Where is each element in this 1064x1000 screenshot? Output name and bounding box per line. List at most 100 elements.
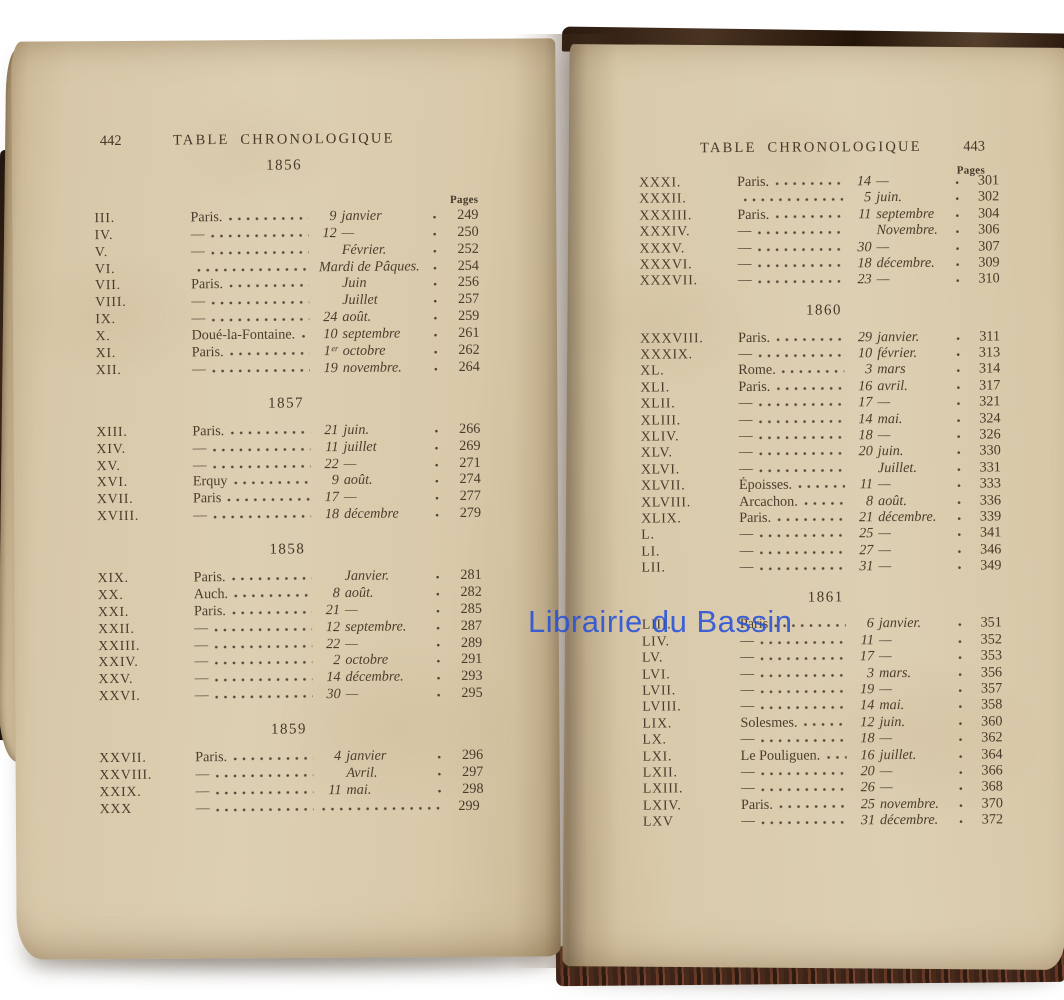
dot-leader (955, 262, 962, 267)
left-page-header: 442 TABLE CHRONOLOGIQUE (94, 130, 474, 151)
place-name: — (740, 665, 755, 682)
place-name: — (739, 559, 754, 576)
entry-date: 8 août. (847, 492, 951, 510)
entry-place: Arcachon. (729, 493, 847, 511)
date-day: 26 (860, 779, 875, 796)
place-name: — (737, 255, 752, 272)
dot-leader (214, 677, 313, 683)
entry-roman-numeral: LII. (641, 559, 666, 575)
entry-place: — (728, 255, 846, 273)
entry-date: 22— (313, 455, 429, 473)
date-month: Avril. (346, 764, 378, 781)
entry-page-number: 310 (978, 270, 1000, 287)
date-day: 12 (322, 224, 337, 241)
entry-date: 20 juin. (847, 443, 951, 461)
entry-date: 3 mars (846, 361, 950, 379)
place-name: Paris. (739, 509, 772, 526)
date-day: 17 (858, 394, 873, 411)
entry-date: 10 septembre (311, 325, 427, 343)
dot-leader (758, 435, 845, 440)
dot-leader (758, 402, 845, 408)
entry-date: 20— (849, 763, 953, 781)
entry-roman-numeral: XXIII. (98, 637, 141, 653)
entry-roman-numeral: VIII. (95, 294, 127, 310)
dot-leader (757, 279, 844, 285)
dot-leader (760, 656, 847, 662)
dot-leader (437, 788, 444, 793)
entry-roman-numeral: LVII. (642, 682, 677, 698)
entry-page-number: 277 (459, 488, 482, 505)
date-day: 8 (332, 584, 340, 601)
dot-leader (215, 773, 314, 779)
entry-page-number: 302 (977, 188, 1000, 205)
place-name: Erquy (192, 473, 228, 490)
table-row: XXXVII. —23—310 (639, 271, 1000, 290)
dot-leader (956, 401, 963, 406)
entry-roman-numeral: XXXVII. (639, 272, 698, 288)
date-month: octobre (345, 652, 389, 669)
entry-page-number: 366 (981, 762, 1003, 779)
date-month: mars (877, 361, 906, 378)
entry-date: 21 décembre. (847, 509, 951, 527)
date-day: 12 (325, 618, 341, 635)
date-month: Janvier. (344, 567, 390, 584)
entry-roman-numeral: XXV. (98, 671, 134, 687)
entry-page-number: 285 (460, 600, 482, 617)
place-name: — (738, 345, 753, 363)
place-name: — (738, 460, 754, 477)
dot-leader (758, 353, 845, 358)
entry-roman-numeral: LXV (642, 813, 674, 829)
dot-leader (212, 368, 310, 374)
entry-roman-numeral: XXXVI. (639, 256, 693, 272)
place-name: — (738, 427, 753, 444)
chronological-table-right: XXXI. Paris. 14—301 XXXII. 5 juin. 302 XXXIII. P… (639, 172, 1003, 830)
dot-leader (956, 369, 963, 374)
date-day: 19 (323, 359, 338, 377)
date-day: 17 (859, 648, 875, 665)
entry-page-number: 357 (980, 680, 1003, 697)
dot-leader (958, 786, 965, 791)
dot-leader (760, 689, 847, 694)
place-name: Le Pouliguen. (740, 747, 821, 764)
entry-roman-numeral: XXXIV. (639, 223, 691, 239)
date-month: — (345, 686, 359, 703)
place-name: — (740, 763, 755, 780)
running-title-right: TABLE CHRONOLOGIQUE (700, 138, 922, 157)
entry-place: — (730, 698, 848, 716)
place-name: — (737, 272, 752, 289)
entry-page-number: 282 (460, 583, 482, 600)
date-day: 9 (329, 207, 337, 225)
entry-roman-numeral: XXIV. (98, 654, 139, 670)
dot-leader (433, 350, 440, 355)
entry-roman-numeral: XLVIII. (641, 493, 692, 510)
date-month: décembre. (879, 811, 939, 829)
place-name: Paris. (740, 796, 773, 813)
entry-place: Paris. (729, 509, 847, 527)
date-day: 31 (859, 558, 874, 575)
date-month: mai. (346, 781, 372, 798)
dot-leader (955, 180, 962, 185)
dot-leader (231, 576, 312, 581)
date-day: 18 (860, 730, 875, 747)
dot-leader (229, 283, 310, 289)
year-heading: 1858 (269, 541, 306, 558)
dot-leader (433, 299, 440, 304)
dot-leader (803, 500, 846, 506)
entry-roman-numeral: LXII. (642, 764, 678, 780)
entry-date: 16 avril. (846, 378, 950, 396)
entry-date: 2 octobre (314, 652, 430, 670)
table-row: XXIX. — 11 mai. 298 (99, 781, 483, 801)
dot-leader (214, 626, 313, 632)
entry-place: — (729, 460, 847, 478)
date-month: mai. (879, 697, 905, 714)
entry-place: — (728, 272, 846, 290)
table-row: XII. — 19 novembre. 264 (96, 359, 480, 379)
entry-date: Avril. (315, 764, 431, 782)
dot-leader (433, 333, 440, 338)
date-month: — (878, 558, 892, 575)
dot-leader (758, 418, 845, 424)
entry-page-number: 321 (979, 393, 1001, 410)
entry-roman-numeral: XIII. (96, 423, 128, 439)
entry-place: Erquy (181, 473, 313, 491)
date-day: 11 (860, 631, 874, 649)
